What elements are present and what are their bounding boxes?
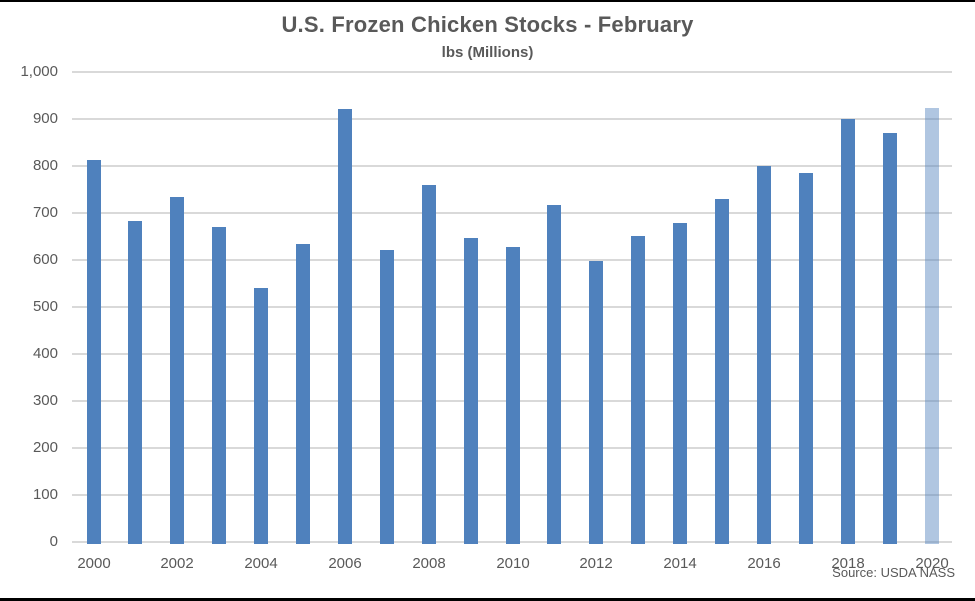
x-tick-label-2000: 2000 xyxy=(77,555,111,572)
gridline xyxy=(72,118,952,120)
chart-subtitle: lbs (Millions) xyxy=(441,44,534,61)
source-note: Source: USDA NASS xyxy=(832,565,955,580)
bar-2019 xyxy=(883,133,897,544)
bar-2018 xyxy=(841,119,855,544)
y-tick-label: 700 xyxy=(32,204,58,221)
bar-2008 xyxy=(422,185,436,544)
y-tick-label: 100 xyxy=(32,486,58,503)
y-tick-label: 800 xyxy=(32,157,58,174)
y-tick-label: 300 xyxy=(32,392,58,409)
bar-2007 xyxy=(380,250,394,544)
bar-2016 xyxy=(757,166,771,544)
gridline xyxy=(72,165,952,167)
bar-2020 xyxy=(925,108,939,544)
x-tick-label-2006: 2006 xyxy=(328,555,362,572)
bar-2004 xyxy=(254,288,268,544)
y-tick-label: 900 xyxy=(32,110,58,127)
gridline xyxy=(72,71,952,73)
y-tick-label: 0 xyxy=(49,533,58,550)
bar-2006 xyxy=(338,109,352,544)
x-tick-label-2014: 2014 xyxy=(663,555,697,572)
x-tick-label-2004: 2004 xyxy=(244,555,278,572)
y-tick-label: 600 xyxy=(32,251,58,268)
x-tick-label-2012: 2012 xyxy=(579,555,613,572)
x-tick-label-2020: 2020 xyxy=(915,555,949,572)
bar-2001 xyxy=(128,221,142,544)
bar-2013 xyxy=(631,236,645,544)
x-tick-label-2018: 2018 xyxy=(831,555,865,572)
y-tick-label: 1,000 xyxy=(20,63,58,80)
y-tick-label: 400 xyxy=(32,345,58,362)
bar-2005 xyxy=(296,244,310,544)
bar-2011 xyxy=(547,205,561,544)
bar-2002 xyxy=(170,197,184,544)
x-tick-label-2016: 2016 xyxy=(747,555,781,572)
bar-2012 xyxy=(589,261,603,544)
gridline xyxy=(72,212,952,214)
y-tick-label: 200 xyxy=(32,439,58,456)
x-tick-label-2002: 2002 xyxy=(160,555,194,572)
bar-2009 xyxy=(464,238,478,544)
bar-2014 xyxy=(673,223,687,544)
bar-2000 xyxy=(87,160,101,544)
chart-title: U.S. Frozen Chicken Stocks - February xyxy=(281,12,694,37)
bar-2017 xyxy=(799,173,813,544)
y-tick-label: 500 xyxy=(32,298,58,315)
x-tick-label-2008: 2008 xyxy=(412,555,446,572)
bar-2003 xyxy=(212,227,226,544)
x-tick-label-2010: 2010 xyxy=(496,555,530,572)
bar-2015 xyxy=(715,199,729,544)
bar-2010 xyxy=(506,247,520,544)
